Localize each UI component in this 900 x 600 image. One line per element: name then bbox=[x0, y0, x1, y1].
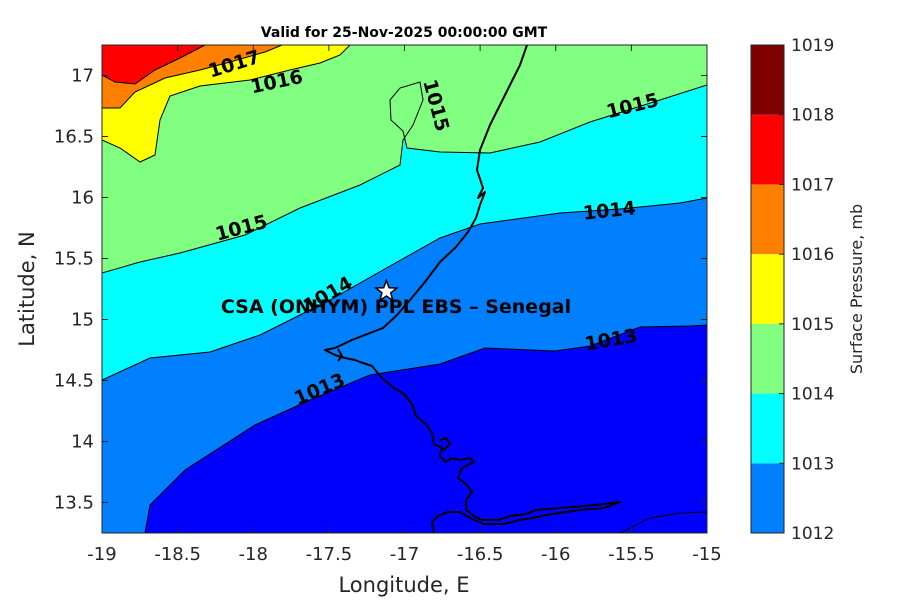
colorbar-segment bbox=[751, 463, 784, 533]
colorbar-tick-label: 1017 bbox=[791, 175, 834, 195]
colorbar-tick-label: 1013 bbox=[791, 454, 834, 474]
x-tick-label: -15.5 bbox=[608, 544, 655, 565]
star-icon bbox=[373, 278, 399, 303]
x-tick-label: -19 bbox=[87, 544, 116, 565]
y-tick-label: 17 bbox=[71, 66, 94, 87]
site-label: CSA (ONHYM) PPL EBS – Senegal bbox=[221, 296, 571, 318]
colorbar-segment bbox=[751, 254, 784, 324]
colorbar-tick-label: 1016 bbox=[791, 245, 834, 265]
x-tick-label: -18.5 bbox=[154, 544, 201, 565]
x-axis: -19 -18.5 -18 -17.5 -17 -16.5 -16 -15.5 -15 bbox=[87, 45, 722, 565]
y-tick-label: 16 bbox=[71, 188, 94, 209]
colorbar-tick-label: 1015 bbox=[791, 315, 834, 335]
colorbar-frame bbox=[750, 44, 785, 534]
x-tick-label: -16 bbox=[541, 544, 570, 565]
contour-lines bbox=[102, 45, 707, 533]
colorbar-tick-label: 1019 bbox=[791, 36, 834, 56]
x-tick-label: -17.5 bbox=[306, 544, 353, 565]
x-tick-label: -16.5 bbox=[457, 544, 504, 565]
y-axis: 17 16.5 16 15.5 15 14.5 14 13.5 bbox=[54, 66, 707, 514]
y-tick-label: 15.5 bbox=[54, 249, 94, 270]
band-1018 bbox=[102, 45, 205, 84]
contour-label: 1014 bbox=[582, 197, 637, 224]
colorbar-tick-label: 1018 bbox=[791, 106, 834, 126]
x-tick-label: -18 bbox=[239, 544, 268, 565]
colorbar-label: Surface Pressure, mb bbox=[847, 204, 866, 374]
coastline-detail bbox=[337, 348, 452, 452]
colorbar: 1019 1018 1017 1016 1015 1014 1013 1012 bbox=[750, 36, 834, 544]
coastline bbox=[324, 45, 621, 533]
x-axis-label: Longitude, E bbox=[338, 573, 469, 597]
y-tick-label: 15 bbox=[71, 310, 94, 331]
y-tick-label: 16.5 bbox=[54, 127, 94, 148]
y-tick-label: 14.5 bbox=[54, 371, 94, 392]
pressure-field bbox=[102, 45, 707, 533]
x-tick-label: -17 bbox=[390, 544, 419, 565]
colorbar-tick-label: 1012 bbox=[791, 524, 834, 544]
map-title: Valid for 25-Nov-2025 00:00:00 GMT bbox=[261, 25, 548, 41]
colorbar-tick-label: 1014 bbox=[791, 385, 834, 405]
band-1015 bbox=[102, 45, 707, 273]
y-tick-label: 14 bbox=[71, 432, 94, 453]
x-tick-label: -15 bbox=[692, 544, 721, 565]
y-axis-label: Latitude, N bbox=[15, 231, 39, 347]
colorbar-segment bbox=[751, 45, 784, 115]
colorbar-segment bbox=[751, 184, 784, 255]
colorbar-segment bbox=[751, 393, 784, 464]
colorbar-segment bbox=[751, 114, 784, 185]
site-marker: CSA (ONHYM) PPL EBS – Senegal bbox=[221, 278, 571, 318]
colorbar-segment bbox=[751, 323, 784, 394]
y-tick-label: 13.5 bbox=[54, 493, 94, 514]
